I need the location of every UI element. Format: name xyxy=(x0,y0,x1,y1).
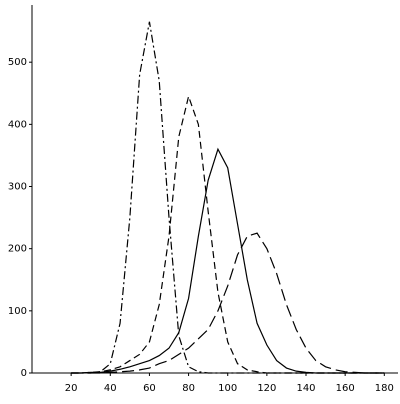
series-line xyxy=(71,232,385,374)
x-tick-label: 180 xyxy=(375,383,394,394)
x-tick-label: 80 xyxy=(182,383,195,394)
x-tick-label: 160 xyxy=(336,383,355,394)
y-tick-label: 400 xyxy=(8,119,27,130)
y-tick-label: 200 xyxy=(8,244,27,255)
y-tick-label: 300 xyxy=(8,182,27,193)
x-tick-label: 20 xyxy=(65,383,78,394)
series-line xyxy=(71,147,385,374)
x-tick-label: 140 xyxy=(296,383,315,394)
x-tick-label: 100 xyxy=(218,383,237,394)
y-tick-label: 500 xyxy=(8,57,27,68)
y-tick-label: 100 xyxy=(8,306,27,317)
series-line xyxy=(71,21,385,374)
x-tick-label: 120 xyxy=(257,383,276,394)
x-tick-label: 60 xyxy=(143,383,156,394)
x-tick-label: 40 xyxy=(104,383,117,394)
y-tick-label: 0 xyxy=(21,368,27,379)
